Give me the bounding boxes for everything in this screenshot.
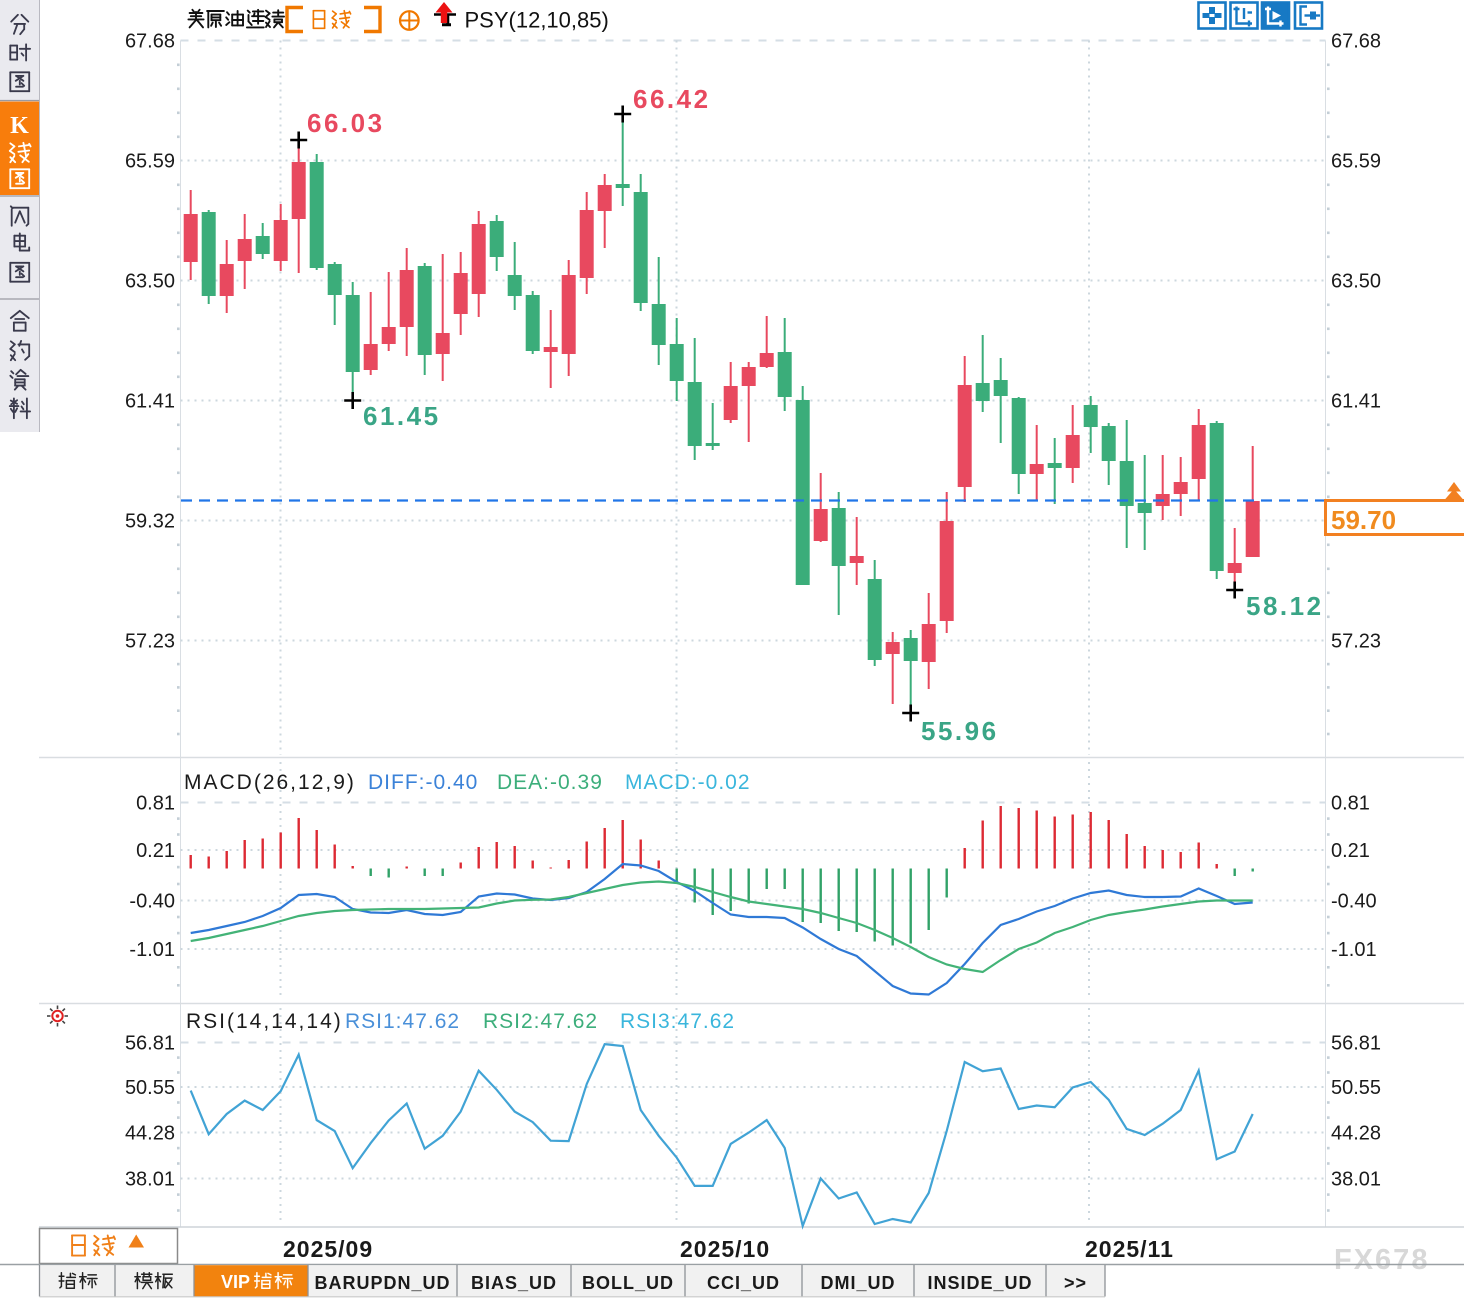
svg-text:50.55: 50.55 — [1331, 1077, 1381, 1099]
svg-text:59.32: 59.32 — [125, 511, 175, 533]
svg-text:BOLL_UD: BOLL_UD — [582, 1273, 674, 1293]
svg-text:BARUPDN_UD: BARUPDN_UD — [314, 1273, 450, 1293]
svg-text:DIFF:-0.40: DIFF:-0.40 — [368, 771, 478, 794]
svg-text:RSI(14,14,14): RSI(14,14,14) — [186, 1010, 343, 1033]
svg-text:>>: >> — [1064, 1273, 1087, 1293]
svg-text:PSY(12,10,85): PSY(12,10,85) — [465, 8, 609, 33]
svg-text:65.59: 65.59 — [125, 151, 175, 173]
svg-text:-0.40: -0.40 — [129, 891, 175, 913]
svg-text:BIAS_UD: BIAS_UD — [471, 1273, 557, 1293]
svg-text:RSI1:47.62: RSI1:47.62 — [345, 1010, 460, 1033]
svg-text:44.28: 44.28 — [125, 1123, 175, 1145]
svg-text:0.81: 0.81 — [136, 793, 175, 815]
svg-text:DEA:-0.39: DEA:-0.39 — [497, 771, 603, 794]
svg-text:59.70: 59.70 — [1331, 505, 1396, 535]
svg-text:-1.01: -1.01 — [1331, 939, 1377, 961]
svg-text:RSI3:47.62: RSI3:47.62 — [620, 1010, 735, 1033]
svg-text:50.55: 50.55 — [125, 1077, 175, 1099]
svg-text:DMI_UD: DMI_UD — [820, 1273, 895, 1293]
svg-text:57.23: 57.23 — [125, 631, 175, 653]
svg-text:CCI_UD: CCI_UD — [707, 1273, 780, 1293]
svg-text:-0.40: -0.40 — [1331, 891, 1377, 913]
svg-text:61.41: 61.41 — [1331, 391, 1381, 413]
svg-text:63.50: 63.50 — [1331, 271, 1381, 293]
svg-text:38.01: 38.01 — [125, 1169, 175, 1191]
svg-text:55.96: 55.96 — [921, 716, 999, 746]
svg-text:61.45: 61.45 — [363, 401, 441, 431]
svg-text:VIP: VIP — [221, 1272, 250, 1292]
svg-text:MACD(26,12,9): MACD(26,12,9) — [184, 771, 356, 794]
svg-text:INSIDE_UD: INSIDE_UD — [927, 1273, 1032, 1293]
svg-text:K: K — [10, 113, 29, 139]
svg-text:66.03: 66.03 — [307, 108, 385, 138]
svg-text:66.42: 66.42 — [633, 84, 711, 114]
svg-text:MACD:-0.02: MACD:-0.02 — [625, 771, 751, 794]
svg-text:67.68: 67.68 — [1331, 31, 1381, 53]
svg-text:2025/10: 2025/10 — [680, 1236, 770, 1262]
svg-text:38.01: 38.01 — [1331, 1169, 1381, 1191]
svg-text:0.81: 0.81 — [1331, 793, 1370, 815]
svg-text:67.68: 67.68 — [125, 31, 175, 53]
svg-text:61.41: 61.41 — [125, 391, 175, 413]
svg-text:63.50: 63.50 — [125, 271, 175, 293]
svg-text:2025/11: 2025/11 — [1085, 1236, 1174, 1262]
svg-text:2025/09: 2025/09 — [283, 1236, 373, 1262]
svg-text:56.81: 56.81 — [1331, 1033, 1381, 1055]
svg-text:RSI2:47.62: RSI2:47.62 — [483, 1010, 598, 1033]
svg-text:56.81: 56.81 — [125, 1033, 175, 1055]
svg-text:FX678: FX678 — [1334, 1244, 1429, 1276]
svg-text:0.21: 0.21 — [136, 840, 175, 862]
svg-text:-1.01: -1.01 — [129, 939, 175, 961]
svg-text:0.21: 0.21 — [1331, 840, 1370, 862]
svg-text:44.28: 44.28 — [1331, 1123, 1381, 1145]
svg-text:58.12: 58.12 — [1246, 591, 1324, 621]
svg-text:57.23: 57.23 — [1331, 631, 1381, 653]
svg-text:65.59: 65.59 — [1331, 151, 1381, 173]
